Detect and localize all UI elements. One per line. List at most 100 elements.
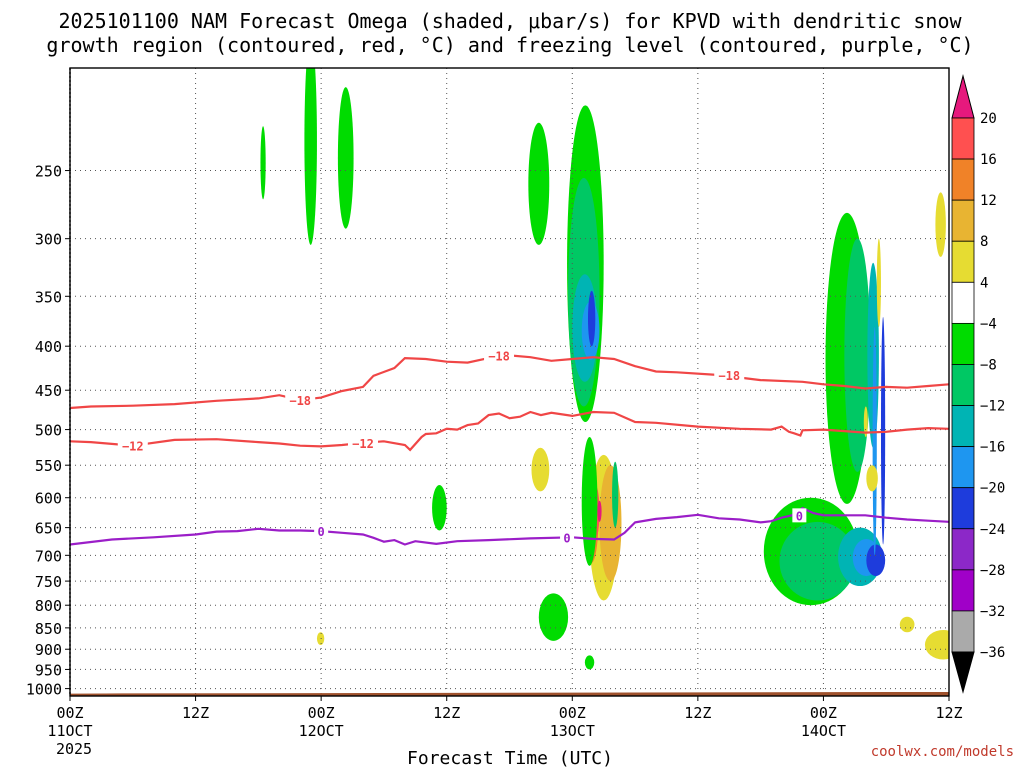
colorbar-swatch: [951, 528, 975, 571]
omega-cell-pos8: [599, 465, 622, 582]
omega-cell-neg16: [872, 327, 877, 556]
colorbar-label: 4: [980, 275, 988, 291]
colorbar-label: −16: [980, 440, 1005, 456]
omega-cell-neg20: [880, 317, 886, 545]
contour-label: −12: [122, 440, 144, 454]
y-tick-label: 650: [35, 520, 62, 538]
contour-label-bg: [285, 393, 316, 408]
colorbar-swatch: [951, 322, 975, 365]
x-tick-label: 00Z: [559, 704, 586, 722]
y-tick-label: 1000: [26, 681, 62, 699]
omega-cell-pos20: [597, 500, 602, 522]
colorbar-swatch: [951, 569, 975, 612]
contour-line-0: [70, 506, 949, 546]
y-tick-label: 500: [35, 422, 62, 440]
colorbar-top-arrow: [951, 74, 975, 119]
omega-cell-pos4: [876, 238, 881, 328]
contour-label-bg: [314, 524, 329, 539]
colorbar-label: −24: [980, 522, 1005, 538]
colorbar-swatch: [951, 199, 975, 242]
contour-label-bg: [714, 367, 745, 382]
y-tick-label: 350: [35, 288, 62, 306]
colorbar-bottom-arrow: [951, 651, 975, 694]
colorbar-label: 12: [980, 193, 997, 209]
colorbar-swatch: [951, 487, 975, 530]
x-tick-label: 11OCT: [47, 722, 92, 740]
contour-label: −18: [488, 349, 510, 363]
colorbar-label: 16: [980, 152, 997, 168]
x-tick-label: 00Z: [810, 704, 837, 722]
x-tick-label: 2025: [56, 740, 92, 758]
y-tick-label: 850: [35, 620, 62, 638]
y-tick-label: 600: [35, 490, 62, 508]
y-tick-label: 250: [35, 163, 62, 181]
x-tick-label: 14OCT: [801, 722, 846, 740]
axes: 250 300 350 400 450 500 550 600 650 700 750 800 850 9…: [26, 67, 963, 758]
omega-cell-neg4: [337, 87, 354, 229]
contour-line--12: [70, 410, 949, 452]
omega-cell-pos4: [924, 630, 949, 660]
omega-cell-neg4: [538, 593, 569, 641]
y-tick-label: 900: [35, 641, 62, 659]
colorbar-label: −12: [980, 399, 1005, 415]
colorbar-label: −36: [980, 645, 1005, 661]
omega-cell-neg4: [581, 436, 598, 566]
omega-cell-neg8: [612, 461, 619, 528]
contour-label: 0: [563, 531, 570, 545]
terrain-band: [70, 693, 949, 696]
omega-shading: [260, 68, 949, 670]
colorbar-label: −20: [980, 481, 1005, 497]
y-tick-label: 950: [35, 661, 62, 679]
colorbar-label: −28: [980, 563, 1005, 579]
omega-cell-neg8: [779, 521, 856, 601]
y-tick-label: 700: [35, 547, 62, 565]
contour-label: 0: [796, 509, 803, 523]
omega-cell-neg4: [584, 655, 595, 670]
y-tick-label: 550: [35, 457, 62, 475]
colorbar-swatch: [951, 117, 975, 160]
y-tick-label: 400: [35, 338, 62, 356]
y-tick-label: 300: [35, 231, 62, 249]
terrain: [70, 691, 949, 696]
omega-cell-neg4: [528, 122, 550, 245]
omega-cell-pos4: [531, 447, 550, 492]
colorbar-swatch: [951, 281, 975, 324]
contour-label-bg: [484, 348, 515, 363]
colorbar-label: 8: [980, 234, 988, 250]
temperature-contours: −18 −18 −18 −12 −12 0 0 0: [70, 348, 949, 546]
colorbar-swatch: [951, 405, 975, 448]
colorbar-label: −32: [980, 604, 1005, 620]
x-axis-label: Forecast Time (UTC): [407, 748, 613, 768]
contour-label: −18: [289, 394, 311, 408]
colorbar: 20 16 12 8 4 −4 −8 −12 −16 −20 −24 −28 −32 −36: [951, 74, 1005, 694]
contour-label: −18: [718, 369, 740, 383]
omega-cell-neg4: [432, 485, 447, 531]
colorbar-swatch: [951, 240, 975, 283]
colorbar-label: −4: [980, 316, 997, 332]
terrain-top: [70, 691, 949, 695]
colorbar-swatch: [951, 446, 975, 489]
chart-title-line1: 2025101100 NAM Forecast Omega (shaded, μ…: [58, 9, 962, 33]
omega-cell-neg4: [304, 68, 317, 245]
colorbar-swatch: [951, 158, 975, 201]
contour-label: −12: [352, 437, 374, 451]
colorbar-swatch: [951, 364, 975, 406]
omega-cell-neg4: [260, 126, 266, 200]
contour-label: 0: [318, 525, 325, 539]
x-tick-label: 00Z: [56, 704, 83, 722]
omega-cell-neg20: [866, 544, 886, 577]
y-tick-label: 450: [35, 382, 62, 400]
x-tick-label: 12Z: [684, 704, 711, 722]
contour-label-bg: [560, 530, 575, 545]
colorbar-swatch: [951, 610, 975, 653]
x-tick-label: 00Z: [308, 704, 335, 722]
colorbar-label: −8: [980, 357, 997, 373]
credit-link[interactable]: coolwx.com/models: [871, 744, 1014, 760]
y-tick-label: 750: [35, 573, 62, 591]
omega-cell-neg8: [844, 238, 871, 472]
omega-cell-pos4: [899, 616, 915, 633]
x-tick-label: 12Z: [182, 704, 209, 722]
omega-cell-neg20: [587, 290, 596, 347]
x-tick-label: 12Z: [935, 704, 962, 722]
